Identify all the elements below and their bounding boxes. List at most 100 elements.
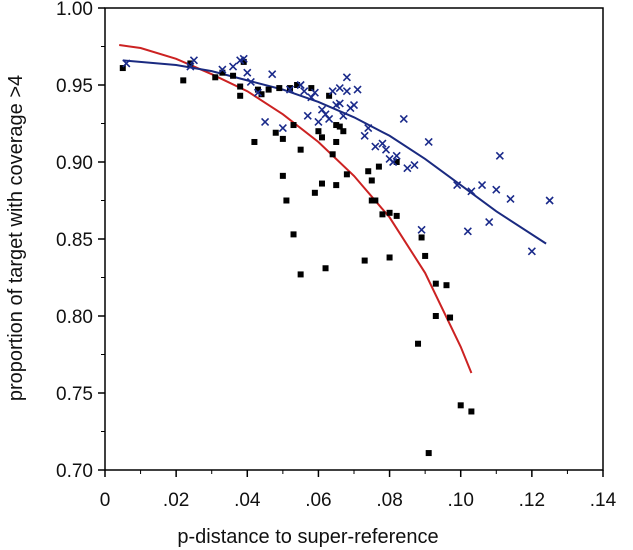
x-tick-label: .14 xyxy=(590,490,617,511)
data-point-square xyxy=(297,146,304,153)
data-point-square xyxy=(368,197,375,204)
data-point-cross xyxy=(310,88,319,97)
data-point-square xyxy=(375,163,382,170)
data-point-square xyxy=(333,122,340,129)
data-point-square xyxy=(212,74,219,81)
data-point-square xyxy=(258,91,265,98)
data-point-cross xyxy=(314,117,323,127)
data-point-square xyxy=(240,58,247,65)
data-point-cross xyxy=(506,194,515,204)
data-point-cross xyxy=(342,87,351,96)
data-point-square xyxy=(393,159,400,165)
data-point-square xyxy=(379,211,386,218)
data-point-cross xyxy=(364,124,373,133)
data-point-square xyxy=(230,72,237,79)
data-point-square xyxy=(418,234,425,241)
data-point-cross xyxy=(261,117,270,127)
fit-line-blue xyxy=(122,59,547,245)
data-point-square xyxy=(329,151,336,158)
data-point-cross xyxy=(417,225,426,234)
y-axis-label: proportion of target with coverage >4 xyxy=(5,75,27,401)
fit-line-red xyxy=(119,44,473,374)
data-point-cross xyxy=(381,145,391,154)
y-tick-label: 0.80 xyxy=(56,307,93,328)
data-point-square xyxy=(372,197,379,204)
x-tick-label: 0 xyxy=(100,490,111,511)
data-point-cross xyxy=(300,87,309,96)
data-point-cross xyxy=(360,131,369,140)
data-point-square xyxy=(386,254,393,261)
data-point-cross xyxy=(328,87,337,96)
data-point-square xyxy=(422,252,429,259)
y-tick-label: 1.00 xyxy=(56,0,93,20)
data-point-square xyxy=(443,282,450,289)
data-point-cross xyxy=(495,151,504,160)
data-point-square xyxy=(251,138,258,145)
data-point-square xyxy=(290,122,297,129)
data-point-square xyxy=(297,271,304,278)
data-point-cross xyxy=(296,80,305,90)
data-point-square xyxy=(290,231,297,238)
data-point-square xyxy=(119,65,126,72)
data-point-square xyxy=(361,257,368,264)
data-point-cross xyxy=(378,139,387,148)
data-point-cross xyxy=(189,56,198,65)
data-point-cross xyxy=(246,77,255,86)
data-point-cross xyxy=(353,85,362,94)
y-tick-label: 0.90 xyxy=(56,153,93,174)
plot-frame xyxy=(104,7,604,471)
data-point-square xyxy=(308,85,315,92)
data-point-cross xyxy=(527,247,536,256)
data-point-cross xyxy=(424,137,433,147)
data-point-cross xyxy=(278,124,287,133)
data-point-cross xyxy=(303,111,312,120)
data-point-square xyxy=(272,129,279,136)
data-point-cross xyxy=(122,59,131,68)
data-point-cross xyxy=(389,157,398,167)
data-point-square xyxy=(457,402,464,409)
data-point-cross xyxy=(339,111,348,120)
data-point-square xyxy=(265,86,272,93)
data-point-square xyxy=(219,69,226,76)
data-point-cross xyxy=(186,62,195,71)
data-point-cross xyxy=(392,151,401,160)
data-point-cross xyxy=(463,227,472,236)
data-point-square xyxy=(368,177,375,184)
data-point-cross xyxy=(239,54,248,63)
data-point-cross xyxy=(399,114,408,123)
plot-area: 0.70 0.75 0.80 0.85 0.90 0.95 1.00 0 .02 .04 .06 .0… xyxy=(56,0,617,511)
data-point-cross xyxy=(453,181,462,190)
x-tick-label: .12 xyxy=(519,490,545,511)
data-point-cross xyxy=(218,65,227,74)
y-tick-label: 0.85 xyxy=(56,230,93,251)
data-point-cross xyxy=(371,142,380,151)
y-tick-label: 0.75 xyxy=(56,384,93,405)
data-point-cross xyxy=(492,185,501,194)
data-point-square xyxy=(333,138,340,145)
data-point-square xyxy=(326,92,333,99)
data-point-square xyxy=(318,134,325,141)
data-point-square xyxy=(311,189,318,196)
data-point-cross xyxy=(545,196,554,205)
data-point-square xyxy=(283,197,290,204)
x-axis-label: p-distance to super-reference xyxy=(177,526,438,548)
data-point-cross xyxy=(477,181,487,190)
data-point-square xyxy=(415,340,422,347)
data-point-square xyxy=(237,92,244,99)
x-tick-label: .06 xyxy=(305,490,331,511)
x-tick-label: .04 xyxy=(234,490,261,511)
data-point-cross xyxy=(268,70,277,79)
data-point-square xyxy=(386,209,393,216)
data-point-cross xyxy=(403,164,412,173)
x-tick-label: .02 xyxy=(163,490,189,511)
data-point-square xyxy=(279,135,286,142)
data-point-square xyxy=(425,450,432,457)
data-point-cross xyxy=(325,114,334,123)
data-point-cross xyxy=(335,84,344,93)
data-point-square xyxy=(180,77,187,84)
data-point-cross xyxy=(410,161,419,170)
data-point-cross xyxy=(228,62,238,71)
data-point-cross xyxy=(285,85,295,94)
data-point-square xyxy=(318,180,325,187)
data-point-cross xyxy=(342,73,351,82)
